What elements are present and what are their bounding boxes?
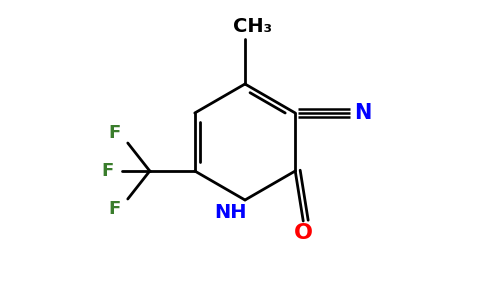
Text: NH: NH bbox=[215, 203, 247, 223]
Text: O: O bbox=[294, 223, 313, 243]
Text: N: N bbox=[355, 103, 372, 123]
Text: F: F bbox=[102, 162, 114, 180]
Text: F: F bbox=[108, 200, 121, 218]
Text: F: F bbox=[108, 124, 121, 142]
Text: CH₃: CH₃ bbox=[233, 17, 272, 37]
